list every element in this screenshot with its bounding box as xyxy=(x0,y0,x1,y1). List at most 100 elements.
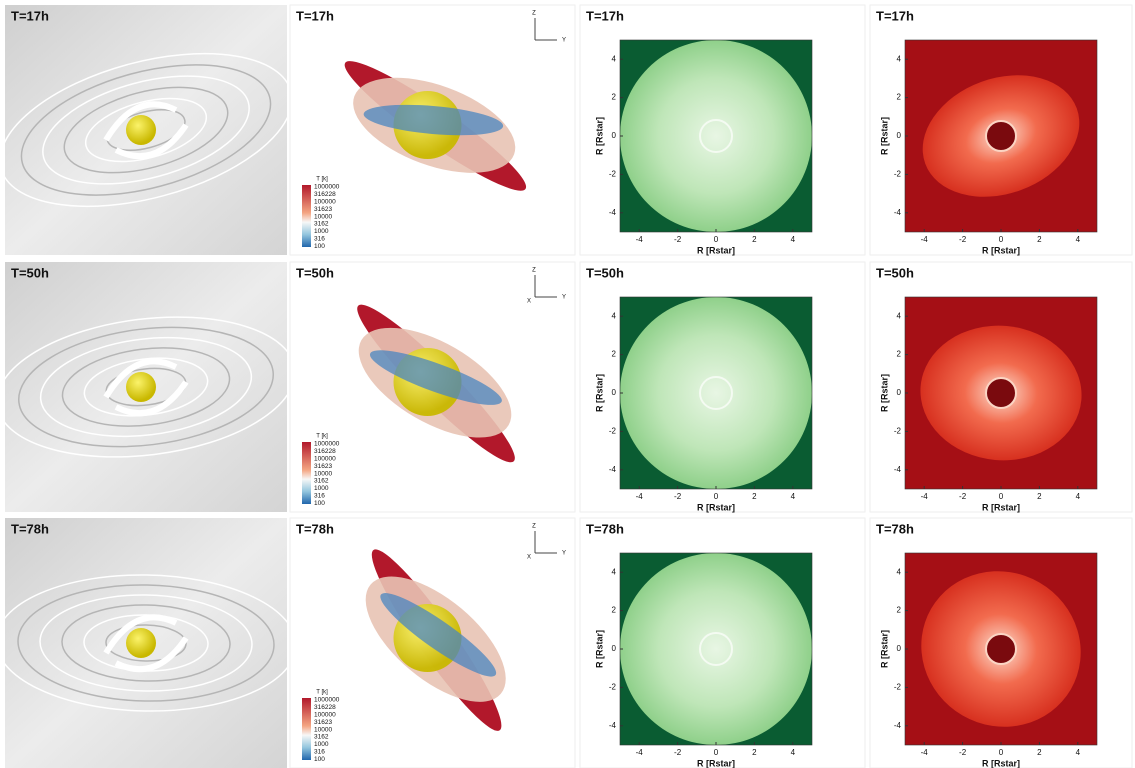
colorbar-tick-label: 1000000 xyxy=(314,184,340,191)
time-label: T=17h xyxy=(876,8,914,23)
y-tick-label: -2 xyxy=(609,170,617,179)
time-label: T=17h xyxy=(586,8,624,23)
star xyxy=(126,115,156,145)
x-axis-label: R [Rstar] xyxy=(982,502,1020,512)
y-tick-label: 2 xyxy=(612,606,617,615)
colorbar-tick-label: 10000 xyxy=(314,213,332,220)
time-label: T=50h xyxy=(11,265,49,280)
panel: -4 -2 0 2 4 4 2 0 -2 -4 R [Rstar] R [Rstar] T=50h xyxy=(579,261,866,513)
x-tick-label: 0 xyxy=(999,235,1004,244)
density-disk xyxy=(620,40,812,232)
time-label: T=17h xyxy=(11,8,49,23)
x-tick-label: 2 xyxy=(1037,492,1042,501)
y-tick-label: -2 xyxy=(894,427,902,436)
time-label: T=50h xyxy=(876,265,914,280)
x-tick-label: 0 xyxy=(714,235,719,244)
triad-label: Y xyxy=(562,551,566,557)
cool-structure xyxy=(363,104,504,136)
spiral-arm xyxy=(114,380,189,417)
shock-front xyxy=(18,326,274,448)
spiral-arm xyxy=(114,123,189,160)
triad-label: X xyxy=(527,299,531,305)
y-tick-label: -4 xyxy=(894,721,902,730)
triad-label: Z xyxy=(532,268,536,274)
shock-front xyxy=(61,347,231,427)
x-tick-label: -4 xyxy=(921,748,929,757)
density-disk xyxy=(620,297,812,489)
x-tick-label: 0 xyxy=(999,748,1004,757)
x-tick-label: -2 xyxy=(674,748,682,757)
colorbar-tick-label: 1000000 xyxy=(314,697,340,704)
y-tick-label: 0 xyxy=(897,388,902,397)
x-tick-label: 2 xyxy=(1037,235,1042,244)
panel: T=50h xyxy=(0,262,296,512)
spiral-arm xyxy=(114,636,189,673)
y-axis-label: R [Rstar] xyxy=(879,117,889,155)
panel: -4 -2 0 2 4 4 2 0 -2 -4 R [Rstar] R [Rstar] T=17h xyxy=(579,4,866,256)
y-tick-label: 2 xyxy=(612,93,617,102)
colorbar xyxy=(302,698,311,760)
y-tick-label: 2 xyxy=(897,93,902,102)
y-tick-label: 4 xyxy=(897,311,902,320)
colorbar xyxy=(302,442,311,504)
shock-front xyxy=(61,604,231,682)
x-tick-label: -4 xyxy=(921,235,929,244)
colorbar-tick-label: 3162 xyxy=(314,221,329,228)
time-label: T=78h xyxy=(586,521,624,536)
colorbar-title: T [k] xyxy=(316,690,328,696)
panel: -4 -2 0 2 4 4 2 0 -2 -4 R [Rstar] R [Rstar] T=78h xyxy=(869,517,1133,768)
time-label: T=50h xyxy=(586,265,624,280)
y-tick-label: -2 xyxy=(609,683,617,692)
y-tick-label: 2 xyxy=(897,350,902,359)
panel: -4 -2 0 2 4 4 2 0 -2 -4 R [Rstar] R [Rstar] T=78h xyxy=(579,517,866,768)
x-tick-label: -2 xyxy=(674,492,682,501)
y-tick-label: -2 xyxy=(609,427,617,436)
shock-front xyxy=(39,594,253,692)
star-ring xyxy=(699,632,733,666)
x-tick-label: 4 xyxy=(1076,235,1081,244)
x-axis-label: R [Rstar] xyxy=(982,245,1020,255)
x-tick-label: -2 xyxy=(959,235,967,244)
x-tick-label: -2 xyxy=(959,492,967,501)
time-label: T=17h xyxy=(296,8,334,23)
y-tick-label: 2 xyxy=(897,606,902,615)
x-tick-label: -4 xyxy=(636,492,644,501)
colorbar-tick-label: 316 xyxy=(314,749,325,756)
x-axis-label: R [Rstar] xyxy=(697,502,735,512)
x-axis-label: R [Rstar] xyxy=(982,758,1020,768)
colorbar-tick-label: 3162 xyxy=(314,478,329,485)
y-tick-label: -4 xyxy=(609,721,617,730)
y-tick-label: -4 xyxy=(609,208,617,217)
colorbar-tick-label: 100000 xyxy=(314,712,336,719)
y-tick-label: 4 xyxy=(897,54,902,63)
cool-structure xyxy=(369,350,502,405)
colorbar-tick-label: 31623 xyxy=(314,719,332,726)
star-ring xyxy=(699,376,733,410)
x-tick-label: 4 xyxy=(791,748,796,757)
y-tick-label: -4 xyxy=(894,465,902,474)
panel: T=78h xyxy=(0,518,297,768)
colorbar-tick-label: 100000 xyxy=(314,199,336,206)
colorbar-tick-label: 100000 xyxy=(314,456,336,463)
colorbar-tick-label: 316228 xyxy=(314,191,336,198)
spiral-arm xyxy=(103,614,178,655)
triad-label: Y xyxy=(562,295,566,301)
star-ring xyxy=(985,633,1017,665)
triad-label: X xyxy=(527,555,531,561)
x-tick-label: 0 xyxy=(714,492,719,501)
y-axis-label: R [Rstar] xyxy=(879,630,889,668)
y-tick-label: 0 xyxy=(612,131,617,140)
panel: -4 -2 0 2 4 4 2 0 -2 -4 R [Rstar] R [Rstar] T=50h xyxy=(869,261,1133,513)
y-tick-label: 4 xyxy=(897,567,902,576)
colorbar xyxy=(302,185,311,247)
x-tick-label: 2 xyxy=(752,235,757,244)
x-tick-label: 2 xyxy=(752,492,757,501)
y-axis-label: R [Rstar] xyxy=(594,117,604,155)
star xyxy=(126,628,156,658)
x-tick-label: 0 xyxy=(999,492,1004,501)
x-tick-label: 4 xyxy=(791,235,796,244)
x-tick-label: -4 xyxy=(921,492,929,501)
triad-label: Y xyxy=(562,38,566,44)
panel: T [k]10000003162281000003162310000316210… xyxy=(289,4,576,256)
